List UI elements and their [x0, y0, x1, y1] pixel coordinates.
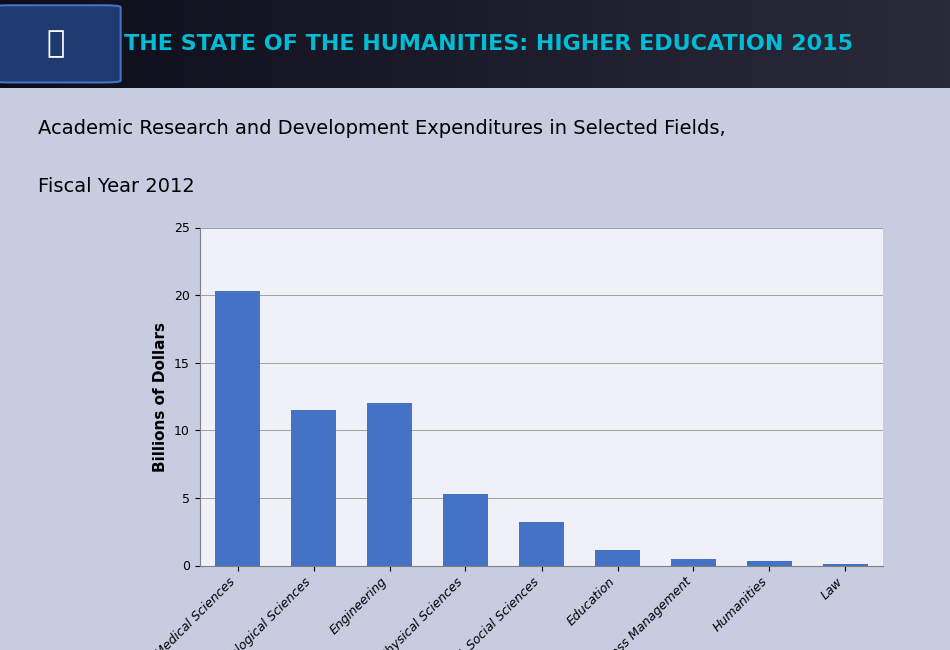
Bar: [443, 494, 488, 566]
FancyBboxPatch shape: [0, 5, 121, 83]
Bar: [367, 403, 412, 566]
Y-axis label: Billions of Dollars: Billions of Dollars: [153, 322, 168, 471]
Bar: [671, 560, 716, 566]
Text: Academic Research and Development Expenditures in Selected Fields,: Academic Research and Development Expend…: [38, 119, 726, 138]
Bar: [595, 550, 640, 566]
Bar: [823, 564, 868, 566]
Bar: [519, 522, 564, 566]
Bar: [215, 291, 260, 566]
Text: THE STATE OF THE HUMANITIES: HIGHER EDUCATION 2015: THE STATE OF THE HUMANITIES: HIGHER EDUC…: [124, 34, 852, 54]
Text: 🎓: 🎓: [47, 29, 66, 58]
Text: Fiscal Year 2012: Fiscal Year 2012: [38, 177, 195, 196]
Bar: [291, 410, 336, 566]
Bar: [747, 562, 792, 566]
